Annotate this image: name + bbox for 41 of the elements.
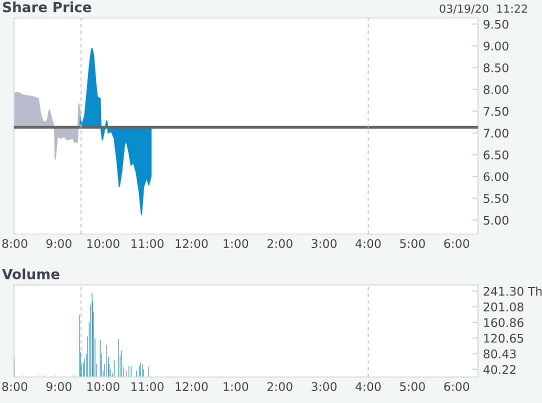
x-tick-label: 5:00	[400, 239, 425, 248]
x-tick-label: 3:00	[312, 382, 337, 391]
y-tick-label: 5.00	[484, 216, 508, 225]
x-tick-label: 3:00	[312, 239, 337, 248]
chart-title: Volume	[2, 268, 60, 280]
x-tick-label: 8:00	[2, 239, 28, 248]
x-tick-label: 10:00	[87, 239, 120, 248]
x-tick-label: 1:00	[224, 239, 248, 248]
y-tick-label: 80.43	[484, 349, 516, 358]
y-tick-label: 160.86	[484, 318, 524, 328]
y-tick-label: 7.00	[484, 128, 508, 138]
x-tick-label: 5:00	[400, 382, 425, 391]
y-tick-label: 6.00	[484, 172, 508, 182]
x-tick-label: 8:00	[2, 382, 28, 391]
y-tick-label: 6.50	[484, 150, 508, 160]
x-tick-label: 11:00	[132, 239, 164, 248]
x-tick-label: 9:00	[46, 239, 72, 248]
y-tick-label: 40.22	[483, 365, 516, 374]
x-tick-label: 2:00	[267, 239, 292, 248]
x-tick-label: 4:00	[356, 239, 381, 248]
x-tick-label: 10:00	[87, 382, 120, 391]
text: 03/19/20 11:22	[440, 4, 527, 14]
y-tick-label: 5.50	[484, 194, 508, 203]
y-tick-label: 241.30 Th	[484, 286, 542, 296]
y-tick-label: 120.65	[484, 334, 524, 343]
x-tick-label: 11:00	[132, 382, 164, 391]
y-tick-label: 9.00	[484, 42, 508, 51]
x-tick-label: 1:00	[224, 382, 248, 391]
chart-title: Share Price	[2, 2, 92, 12]
y-tick-label: 9.50	[484, 20, 508, 29]
x-tick-label: 4:00	[356, 382, 381, 391]
y-tick-label: 7.50	[484, 106, 508, 116]
x-tick-label: 12:00	[176, 382, 208, 391]
y-tick-label: 201.08	[484, 302, 524, 312]
y-tick-label: 8.00	[484, 85, 508, 94]
x-tick-label: 9:00	[46, 382, 72, 391]
x-tick-label: 12:00	[176, 239, 208, 248]
x-tick-label: 6:00	[444, 239, 470, 248]
x-tick-label: 2:00	[267, 382, 292, 391]
x-tick-label: 6:00	[444, 382, 470, 391]
y-tick-label: 8.50	[484, 63, 508, 72]
